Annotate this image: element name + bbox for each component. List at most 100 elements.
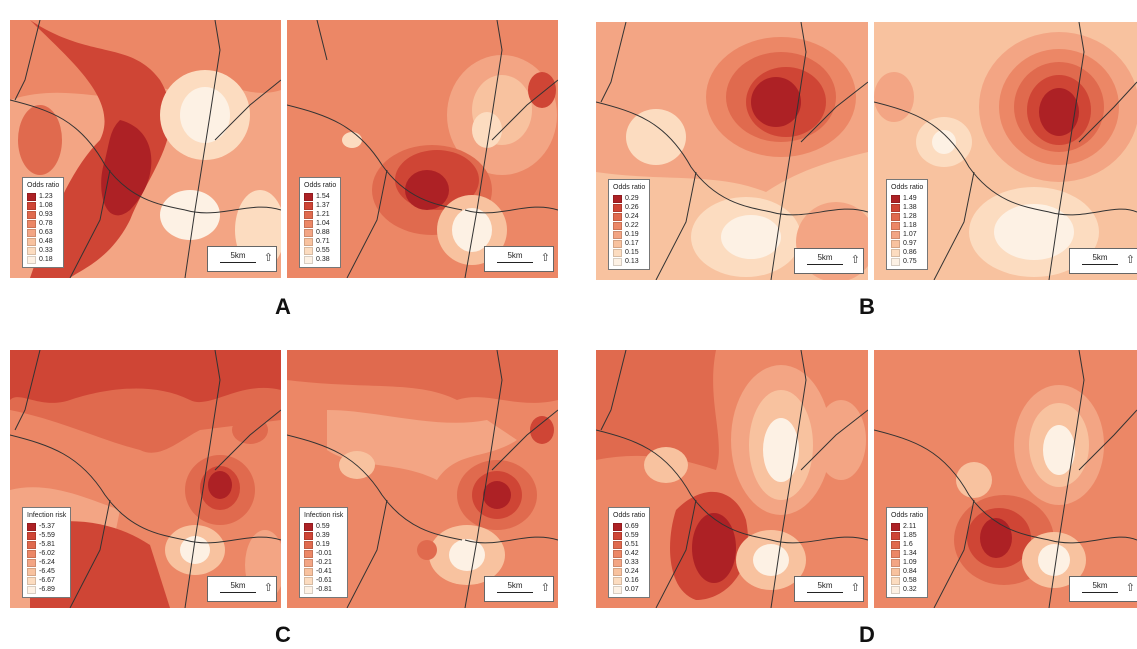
legend-value: 0.58 — [903, 577, 917, 584]
legend-value: -0.01 — [316, 550, 332, 557]
legend-value: 0.32 — [903, 586, 917, 593]
map-c-right: Infection risk 0.59 0.39 0.19 -0.01 -0.2… — [287, 350, 558, 608]
scale-bar: 5km ⇧ — [207, 576, 277, 602]
scale-bar: 5km ⇧ — [794, 576, 864, 602]
legend-title: Odds ratio — [27, 182, 60, 189]
scale-bar: 5km ⇧ — [794, 248, 864, 274]
legend-value: 0.59 — [625, 532, 639, 539]
legend-value: 0.86 — [903, 249, 917, 256]
legend-value: 0.19 — [316, 541, 330, 548]
legend-value: 1.04 — [316, 220, 330, 227]
legend-value: 0.33 — [625, 559, 639, 566]
legend-value: 0.48 — [39, 238, 53, 245]
legend: Odds ratio 2.11 1.85 1.6 1.34 1.09 0.84 … — [886, 507, 929, 598]
legend-value: 1.08 — [39, 202, 53, 209]
legend-value: 0.13 — [625, 258, 639, 265]
scale-label: 5km — [817, 581, 833, 590]
scale-bar: 5km ⇧ — [207, 246, 277, 272]
legend-value: -6.45 — [39, 568, 55, 575]
legend-value: 1.21 — [316, 211, 330, 218]
legend-value: 0.24 — [625, 213, 639, 220]
risk-surface — [287, 350, 558, 608]
map-a-right: Odds ratio 1.54 1.37 1.21 1.04 0.88 0.71… — [287, 20, 558, 278]
legend-value: 1.49 — [903, 195, 917, 202]
legend: Odds ratio 1.54 1.37 1.21 1.04 0.88 0.71… — [299, 177, 342, 268]
legend-value: 1.54 — [316, 193, 330, 200]
legend: Infection risk -5.37 -5.59 -5.81 -6.02 -… — [22, 507, 72, 598]
map-b-left: Odds ratio 0.29 0.26 0.24 0.22 0.19 0.17… — [596, 22, 868, 280]
north-arrow-icon: ⇧ — [1125, 582, 1135, 594]
legend-value: 0.26 — [625, 204, 639, 211]
north-arrow-icon: ⇧ — [850, 582, 860, 594]
legend: Infection risk 0.59 0.39 0.19 -0.01 -0.2… — [299, 507, 349, 598]
map-d-right: Odds ratio 2.11 1.85 1.6 1.34 1.09 0.84 … — [874, 350, 1137, 608]
scale-label: 5km — [230, 251, 246, 260]
scale-line — [1082, 264, 1118, 265]
north-arrow-icon: ⇧ — [1125, 254, 1135, 266]
map-a-left: Odds ratio 1.23 1.08 0.93 0.78 0.63 0.48… — [10, 20, 281, 278]
legend-value: 0.63 — [39, 229, 53, 236]
legend-title: Odds ratio — [891, 184, 924, 191]
legend-value: 0.07 — [625, 586, 639, 593]
legend-value: 1.23 — [39, 193, 53, 200]
legend-value: -6.02 — [39, 550, 55, 557]
panel-label-c: C — [275, 622, 291, 647]
legend-value: 0.78 — [39, 220, 53, 227]
scale-bar: 5km ⇧ — [484, 246, 554, 272]
legend: Odds ratio 1.49 1.38 1.28 1.18 1.07 0.97… — [886, 179, 929, 270]
legend-value: 1.09 — [903, 559, 917, 566]
scale-label: 5km — [230, 581, 246, 590]
north-arrow-icon: ⇧ — [263, 252, 273, 264]
panel-label-b: B — [859, 294, 875, 319]
legend-value: 0.33 — [39, 247, 53, 254]
legend-value: 0.16 — [625, 577, 639, 584]
legend-value: -0.21 — [316, 559, 332, 566]
legend-value: 0.18 — [39, 256, 53, 263]
scale-label: 5km — [507, 581, 523, 590]
legend-value: 0.17 — [625, 240, 639, 247]
legend-value: 1.38 — [903, 204, 917, 211]
legend-value: 0.93 — [39, 211, 53, 218]
legend-value: 0.75 — [903, 258, 917, 265]
scale-bar: 5km ⇧ — [1069, 576, 1137, 602]
legend-value: -6.67 — [39, 577, 55, 584]
legend-value: 1.34 — [903, 550, 917, 557]
legend-value: 2.11 — [903, 523, 917, 530]
legend-value: -6.24 — [39, 559, 55, 566]
legend-title: Infection risk — [304, 512, 344, 519]
legend-value: 1.18 — [903, 222, 917, 229]
scale-label: 5km — [507, 251, 523, 260]
legend-value: 0.29 — [625, 195, 639, 202]
north-arrow-icon: ⇧ — [540, 252, 550, 264]
legend: Odds ratio 0.29 0.26 0.24 0.22 0.19 0.17… — [608, 179, 651, 270]
legend: Odds ratio 0.69 0.59 0.51 0.42 0.33 0.24… — [608, 507, 651, 598]
legend-value: 0.15 — [625, 249, 639, 256]
legend-value: 0.97 — [903, 240, 917, 247]
scale-label: 5km — [1092, 581, 1108, 590]
map-d-left: Odds ratio 0.69 0.59 0.51 0.42 0.33 0.24… — [596, 350, 868, 608]
north-arrow-icon: ⇧ — [850, 254, 860, 266]
legend-value: -5.59 — [39, 532, 55, 539]
legend-value: 0.19 — [625, 231, 639, 238]
legend-value: 0.42 — [625, 550, 639, 557]
legend-title: Odds ratio — [304, 182, 337, 189]
scale-line — [807, 264, 843, 265]
legend-title: Odds ratio — [613, 184, 646, 191]
legend-value: 1.85 — [903, 532, 917, 539]
legend-value: 0.55 — [316, 247, 330, 254]
scale-line — [220, 592, 256, 593]
legend-value: 0.84 — [903, 568, 917, 575]
legend-value: 0.24 — [625, 568, 639, 575]
legend-value: -0.41 — [316, 568, 332, 575]
panel-label-a: A — [275, 294, 291, 319]
scale-line — [497, 592, 533, 593]
legend-value: 1.6 — [903, 541, 913, 548]
map-b-right: Odds ratio 1.49 1.38 1.28 1.18 1.07 0.97… — [874, 22, 1137, 280]
legend-value: 1.28 — [903, 213, 917, 220]
legend-value: 1.07 — [903, 231, 917, 238]
risk-surface — [596, 350, 868, 608]
legend-value: 0.22 — [625, 222, 639, 229]
north-arrow-icon: ⇧ — [263, 582, 273, 594]
scale-label: 5km — [1092, 253, 1108, 262]
legend-value: 0.88 — [316, 229, 330, 236]
